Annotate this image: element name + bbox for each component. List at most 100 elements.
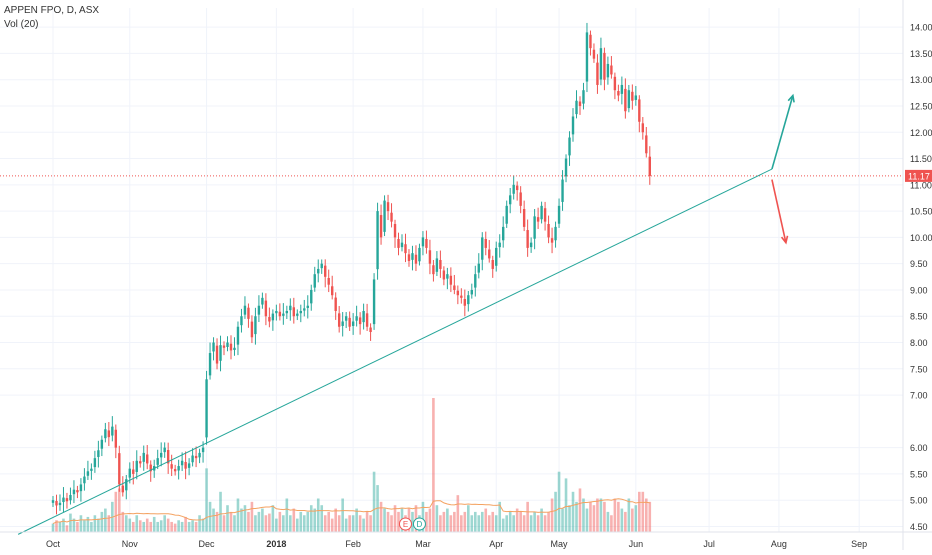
volume-bar xyxy=(65,525,69,532)
x-tick-label: Dec xyxy=(199,539,216,549)
volume-bar xyxy=(446,508,449,532)
candle-body xyxy=(484,238,487,248)
volume-bar xyxy=(421,501,425,532)
x-tick-label: Aug xyxy=(771,539,787,549)
candle-body xyxy=(439,259,442,269)
volume-bar xyxy=(627,498,631,532)
candle-body xyxy=(194,455,198,459)
candle-body xyxy=(575,100,578,115)
y-tick-label: 8.00 xyxy=(910,338,928,348)
volume-bar xyxy=(505,515,508,532)
volume-bar xyxy=(212,508,215,532)
down-arrow-head xyxy=(780,235,789,245)
volume-bar xyxy=(585,508,589,532)
volume-bar xyxy=(390,515,393,532)
y-tick-label: 11.00 xyxy=(910,180,932,190)
volume-bar xyxy=(467,505,470,532)
x-tick-label: Feb xyxy=(345,539,361,549)
volume-bar xyxy=(97,518,100,532)
candle-body xyxy=(180,460,184,466)
volume-bar xyxy=(453,511,456,532)
event-marker xyxy=(412,517,426,531)
volume-bar xyxy=(543,515,547,532)
candle-body xyxy=(310,289,313,304)
volume-bar xyxy=(268,513,271,532)
candle-body xyxy=(460,295,463,298)
volume-bar xyxy=(93,515,97,532)
volume-bar xyxy=(100,511,104,532)
volume-bar xyxy=(613,498,617,532)
volume-bar xyxy=(638,491,641,532)
volume-bar xyxy=(442,511,446,532)
candle-body xyxy=(285,310,289,314)
candle-body xyxy=(610,65,613,75)
volume-bar xyxy=(215,511,219,532)
volume-bar xyxy=(261,508,264,532)
candle-body xyxy=(453,285,456,290)
candle-body xyxy=(393,223,397,238)
candle-body xyxy=(55,500,58,506)
volume-bar xyxy=(358,515,362,532)
volume-bar xyxy=(191,520,194,532)
candle-body xyxy=(400,242,404,248)
candle-body xyxy=(365,313,369,327)
candle-body xyxy=(536,217,540,222)
volume-bar xyxy=(309,505,313,532)
volume-bar xyxy=(596,498,599,532)
volume-bar xyxy=(233,515,236,532)
volume-bar xyxy=(222,515,226,532)
volume-bar xyxy=(316,498,320,532)
candle-body xyxy=(337,313,341,327)
candle-body xyxy=(529,242,533,248)
candle-body xyxy=(533,216,536,239)
candle-body xyxy=(107,430,111,438)
volume-bar xyxy=(173,523,177,532)
volume-bar xyxy=(494,515,498,532)
volume-bar xyxy=(58,521,62,532)
volume-bar xyxy=(320,505,324,532)
candle-body xyxy=(596,62,599,85)
volume-bar xyxy=(480,511,484,532)
volume-bar xyxy=(184,516,187,532)
volume-bar xyxy=(219,491,222,532)
y-tick-label: 13.50 xyxy=(910,49,932,59)
candle-layer xyxy=(51,22,651,515)
volume-bar xyxy=(296,518,299,532)
candle-body xyxy=(226,342,229,347)
symbol-line: APPEN FPO, D, ASX xyxy=(4,5,100,16)
candle-body xyxy=(205,379,208,438)
volume-bar xyxy=(501,518,505,532)
volume-bar xyxy=(365,511,369,532)
volume-bar xyxy=(512,515,515,532)
volume-bar xyxy=(229,511,233,532)
candle-body xyxy=(362,310,365,323)
candle-body xyxy=(222,345,226,348)
candle-body xyxy=(292,307,296,317)
volume-bar xyxy=(484,508,488,532)
candle-body xyxy=(93,458,97,468)
x-tick-label: Sep xyxy=(851,539,867,549)
volume-bar xyxy=(383,508,386,532)
candle-body xyxy=(100,439,104,449)
candle-body xyxy=(467,295,470,305)
volume-bar xyxy=(473,511,477,532)
candle-body xyxy=(132,469,135,474)
candle-body xyxy=(589,34,592,49)
volume-bar xyxy=(460,515,463,532)
candle-body xyxy=(166,450,170,464)
candle-body xyxy=(351,321,355,326)
volume-bar xyxy=(536,515,540,532)
volume-bar xyxy=(498,501,502,532)
x-tick-label: Nov xyxy=(122,539,139,549)
candle-body xyxy=(428,250,432,264)
volume-bar xyxy=(508,511,512,532)
volume-bar xyxy=(526,501,529,532)
candle-body xyxy=(599,48,603,80)
candle-body xyxy=(233,347,236,351)
candle-body xyxy=(383,200,386,232)
candle-body xyxy=(76,490,79,493)
volume-bar xyxy=(180,521,184,532)
volume-line: Vol (20) xyxy=(4,19,39,30)
volume-bar xyxy=(51,523,55,532)
